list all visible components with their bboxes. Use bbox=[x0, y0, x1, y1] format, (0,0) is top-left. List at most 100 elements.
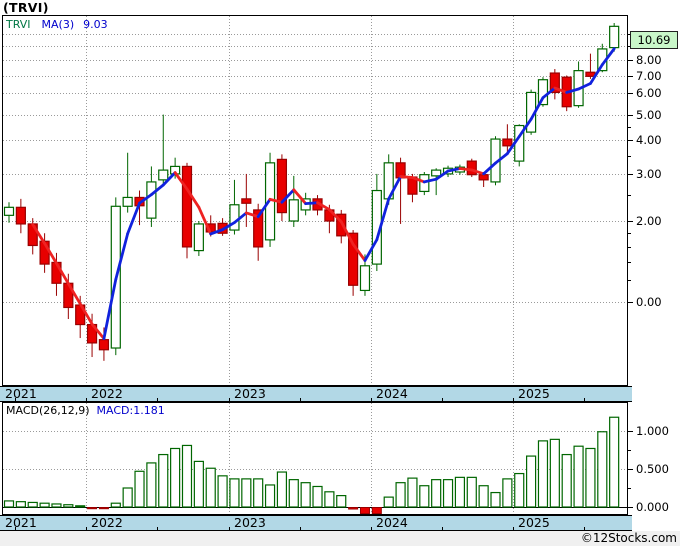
macd-bar-positive bbox=[193, 460, 204, 508]
ma-line-segment bbox=[197, 205, 213, 236]
year-label: 2021 bbox=[5, 515, 37, 530]
macd-bar-positive bbox=[312, 485, 323, 508]
macd-legend-params: MACD(26,12,9) bbox=[6, 404, 90, 417]
price-axis-label: 2.00 bbox=[636, 214, 662, 228]
band-tick bbox=[442, 398, 443, 401]
ma-line-segment bbox=[43, 241, 58, 265]
ma-line-segment bbox=[553, 86, 569, 94]
year-label: 2022 bbox=[91, 386, 123, 401]
macd-bar-positive bbox=[63, 504, 74, 508]
macd-bar-positive bbox=[181, 444, 193, 508]
candle-body-down bbox=[253, 209, 264, 248]
band-tick bbox=[229, 527, 230, 530]
macd-axis-label: 0.500 bbox=[636, 462, 669, 476]
ma-line-segment bbox=[256, 197, 272, 219]
macd-bar-negative bbox=[348, 507, 359, 510]
macd-legend-value: MACD:1.181 bbox=[96, 404, 165, 417]
footer-bar: ©12Stocks.com bbox=[0, 531, 680, 546]
ma-line-segment bbox=[422, 177, 438, 184]
ma-line-segment bbox=[304, 201, 319, 205]
candle-body-up bbox=[3, 206, 15, 216]
band-tick bbox=[513, 527, 514, 530]
candle-body-up bbox=[122, 196, 133, 207]
ma-line-segment bbox=[517, 117, 533, 138]
ma-line-segment bbox=[185, 187, 201, 209]
macd-bar-positive bbox=[490, 491, 501, 508]
legend-symbol: TRVI bbox=[6, 18, 31, 31]
year-label: 2023 bbox=[234, 386, 266, 401]
macd-bar-positive bbox=[134, 470, 145, 508]
candle-body-up bbox=[158, 169, 169, 181]
ma-line-segment bbox=[363, 238, 379, 262]
macd-bar-positive bbox=[3, 500, 15, 508]
candle-body-up bbox=[537, 79, 549, 106]
band-tick bbox=[584, 527, 585, 530]
macd-bar-positive bbox=[526, 455, 537, 508]
year-label: 2023 bbox=[234, 515, 266, 530]
price-chart-legend: TRVI MA(3) 9.03 bbox=[6, 18, 108, 31]
candle-body-down bbox=[549, 72, 560, 94]
candle-body-down bbox=[348, 232, 359, 286]
ma-line-segment bbox=[399, 175, 414, 179]
macd-bar-positive bbox=[537, 440, 549, 508]
price-axis-label: 5.00 bbox=[636, 108, 662, 122]
macd-bar-positive bbox=[146, 462, 157, 508]
macd-bar-positive bbox=[288, 479, 299, 508]
band-tick bbox=[157, 527, 158, 530]
ma-line-segment bbox=[482, 161, 497, 176]
macd-bar-positive bbox=[395, 482, 406, 508]
macd-bar-positive bbox=[454, 476, 466, 508]
macd-bar-positive bbox=[264, 484, 276, 508]
candle-body-up bbox=[288, 199, 299, 222]
ma-line-segment bbox=[327, 208, 343, 224]
candle-body-up bbox=[146, 181, 157, 219]
ma-line-segment bbox=[90, 322, 106, 340]
x-axis-years-top: 2021 2022 2023 2024 2025 bbox=[0, 386, 632, 402]
ma-line-segment bbox=[316, 201, 331, 211]
ma-line-segment bbox=[233, 211, 248, 224]
band-tick bbox=[15, 398, 16, 401]
ma-line-segment bbox=[209, 228, 224, 236]
macd-bar-negative bbox=[359, 507, 370, 515]
ma-line-segment bbox=[221, 221, 236, 232]
ma-line-segment bbox=[138, 193, 153, 205]
macd-bar-positive bbox=[407, 477, 418, 508]
macd-bar-positive bbox=[597, 431, 608, 508]
year-label: 2024 bbox=[376, 515, 408, 530]
macd-bar-positive bbox=[549, 438, 560, 508]
ma-line-segment bbox=[565, 87, 580, 94]
macd-bar-positive bbox=[229, 478, 240, 508]
macd-bar-positive bbox=[15, 501, 26, 508]
macd-bar-positive bbox=[609, 416, 620, 508]
macd-bar-positive bbox=[51, 503, 62, 508]
page-title: (TRVI) bbox=[3, 0, 49, 15]
ma-line-segment bbox=[149, 183, 165, 197]
candle-body-down bbox=[466, 160, 477, 176]
macd-bar-positive bbox=[205, 467, 216, 508]
main-price-chart: TRVI MA(3) 9.03 10.69 8.00 7.00 6.00 5.00 4.00… bbox=[0, 15, 680, 386]
year-label: 2025 bbox=[518, 515, 550, 530]
macd-bar-positive bbox=[158, 453, 169, 508]
year-label: 2021 bbox=[5, 386, 37, 401]
macd-bar-positive bbox=[419, 485, 430, 508]
band-tick bbox=[86, 527, 87, 530]
legend-ma-value: 9.03 bbox=[83, 18, 108, 31]
ma-line-segment bbox=[470, 168, 486, 176]
candle-body-up bbox=[229, 204, 240, 231]
macd-legend: MACD(26,12,9) MACD:1.181 bbox=[6, 404, 165, 417]
ma-line-segment bbox=[577, 82, 592, 91]
band-tick bbox=[300, 527, 301, 530]
candle-body-down bbox=[98, 339, 110, 351]
macd-bar-positive bbox=[217, 475, 228, 508]
ma-line-segment bbox=[292, 188, 308, 205]
price-axis-label: 6.00 bbox=[636, 86, 662, 100]
legend-ma-label: MA(3) bbox=[41, 18, 75, 31]
ma-line-segment bbox=[600, 47, 616, 67]
price-axis-label: 7.00 bbox=[636, 69, 662, 83]
macd-bar-positive bbox=[39, 502, 50, 508]
ma-line-segment bbox=[494, 152, 509, 165]
last-price-badge: 10.69 bbox=[630, 31, 678, 49]
ma-line-segment bbox=[268, 197, 284, 204]
candle-body-down bbox=[585, 71, 596, 77]
macd-bar-positive bbox=[573, 445, 584, 508]
